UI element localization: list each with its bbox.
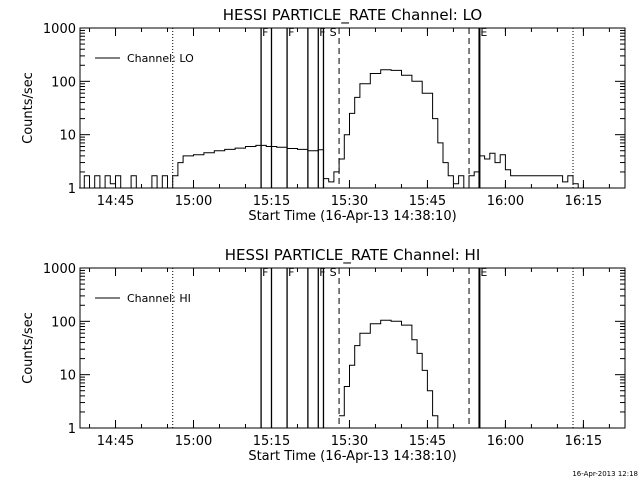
y-tick-label: 100 bbox=[51, 75, 76, 90]
legend-entry: Channel: LO bbox=[127, 52, 194, 65]
legend-entry: Channel: HI bbox=[127, 292, 191, 305]
x-tick-label: 15:15 bbox=[253, 194, 290, 209]
x-axis-label: Start Time (16-Apr-13 14:38:10) bbox=[248, 449, 456, 464]
x-tick-label: 15:45 bbox=[409, 194, 446, 209]
flag-label: F bbox=[288, 266, 294, 279]
x-tick-label: 16:00 bbox=[487, 434, 524, 449]
x-tick-label: 15:15 bbox=[253, 434, 290, 449]
x-tick-label: 16:00 bbox=[487, 194, 524, 209]
flag-label: F bbox=[262, 26, 268, 39]
x-tick-label: 14:45 bbox=[97, 194, 134, 209]
y-tick-label: 1 bbox=[68, 182, 76, 197]
x-axis-label: Start Time (16-Apr-13 14:38:10) bbox=[248, 209, 456, 224]
plot-frame bbox=[79, 27, 626, 189]
y-tick-label: 100 bbox=[51, 315, 76, 330]
start-marker-label: S bbox=[330, 266, 337, 279]
start-marker-label: S bbox=[330, 26, 337, 39]
series-line-1 bbox=[339, 319, 439, 428]
y-tick-label: 1000 bbox=[43, 262, 76, 277]
x-tick-label: 16:15 bbox=[565, 434, 602, 449]
flag-label: F bbox=[262, 266, 268, 279]
plot-frame bbox=[79, 267, 626, 429]
x-tick-label: 15:30 bbox=[331, 434, 368, 449]
end-marker-label: E bbox=[480, 266, 487, 279]
x-tick-label: 16:15 bbox=[565, 194, 602, 209]
plot-timestamp: 16-Apr-2013 12:18 bbox=[572, 470, 638, 478]
x-tick-label: 15:00 bbox=[175, 434, 212, 449]
y-axis-label: Counts/sec bbox=[21, 312, 36, 384]
x-tick-label: 14:45 bbox=[97, 434, 134, 449]
flag-label: F bbox=[319, 266, 325, 279]
x-tick-label: 15:45 bbox=[409, 434, 446, 449]
flag-label: F bbox=[288, 26, 294, 39]
y-tick-label: 1000 bbox=[43, 22, 76, 37]
y-axis-label: Counts/sec bbox=[21, 72, 36, 144]
flag-label: F bbox=[319, 26, 325, 39]
chart-title: HESSI PARTICLE_RATE Channel: HI bbox=[225, 246, 481, 265]
panel-2 bbox=[79, 267, 626, 429]
y-tick-label: 10 bbox=[59, 369, 76, 384]
x-tick-label: 15:00 bbox=[175, 194, 212, 209]
x-tick-label: 15:30 bbox=[331, 194, 368, 209]
y-tick-label: 1 bbox=[68, 422, 76, 437]
panel-1 bbox=[79, 27, 626, 189]
chart-title: HESSI PARTICLE_RATE Channel: LO bbox=[223, 6, 482, 25]
series-line-1 bbox=[79, 69, 579, 189]
y-tick-label: 10 bbox=[59, 129, 76, 144]
end-marker-label: E bbox=[480, 26, 487, 39]
